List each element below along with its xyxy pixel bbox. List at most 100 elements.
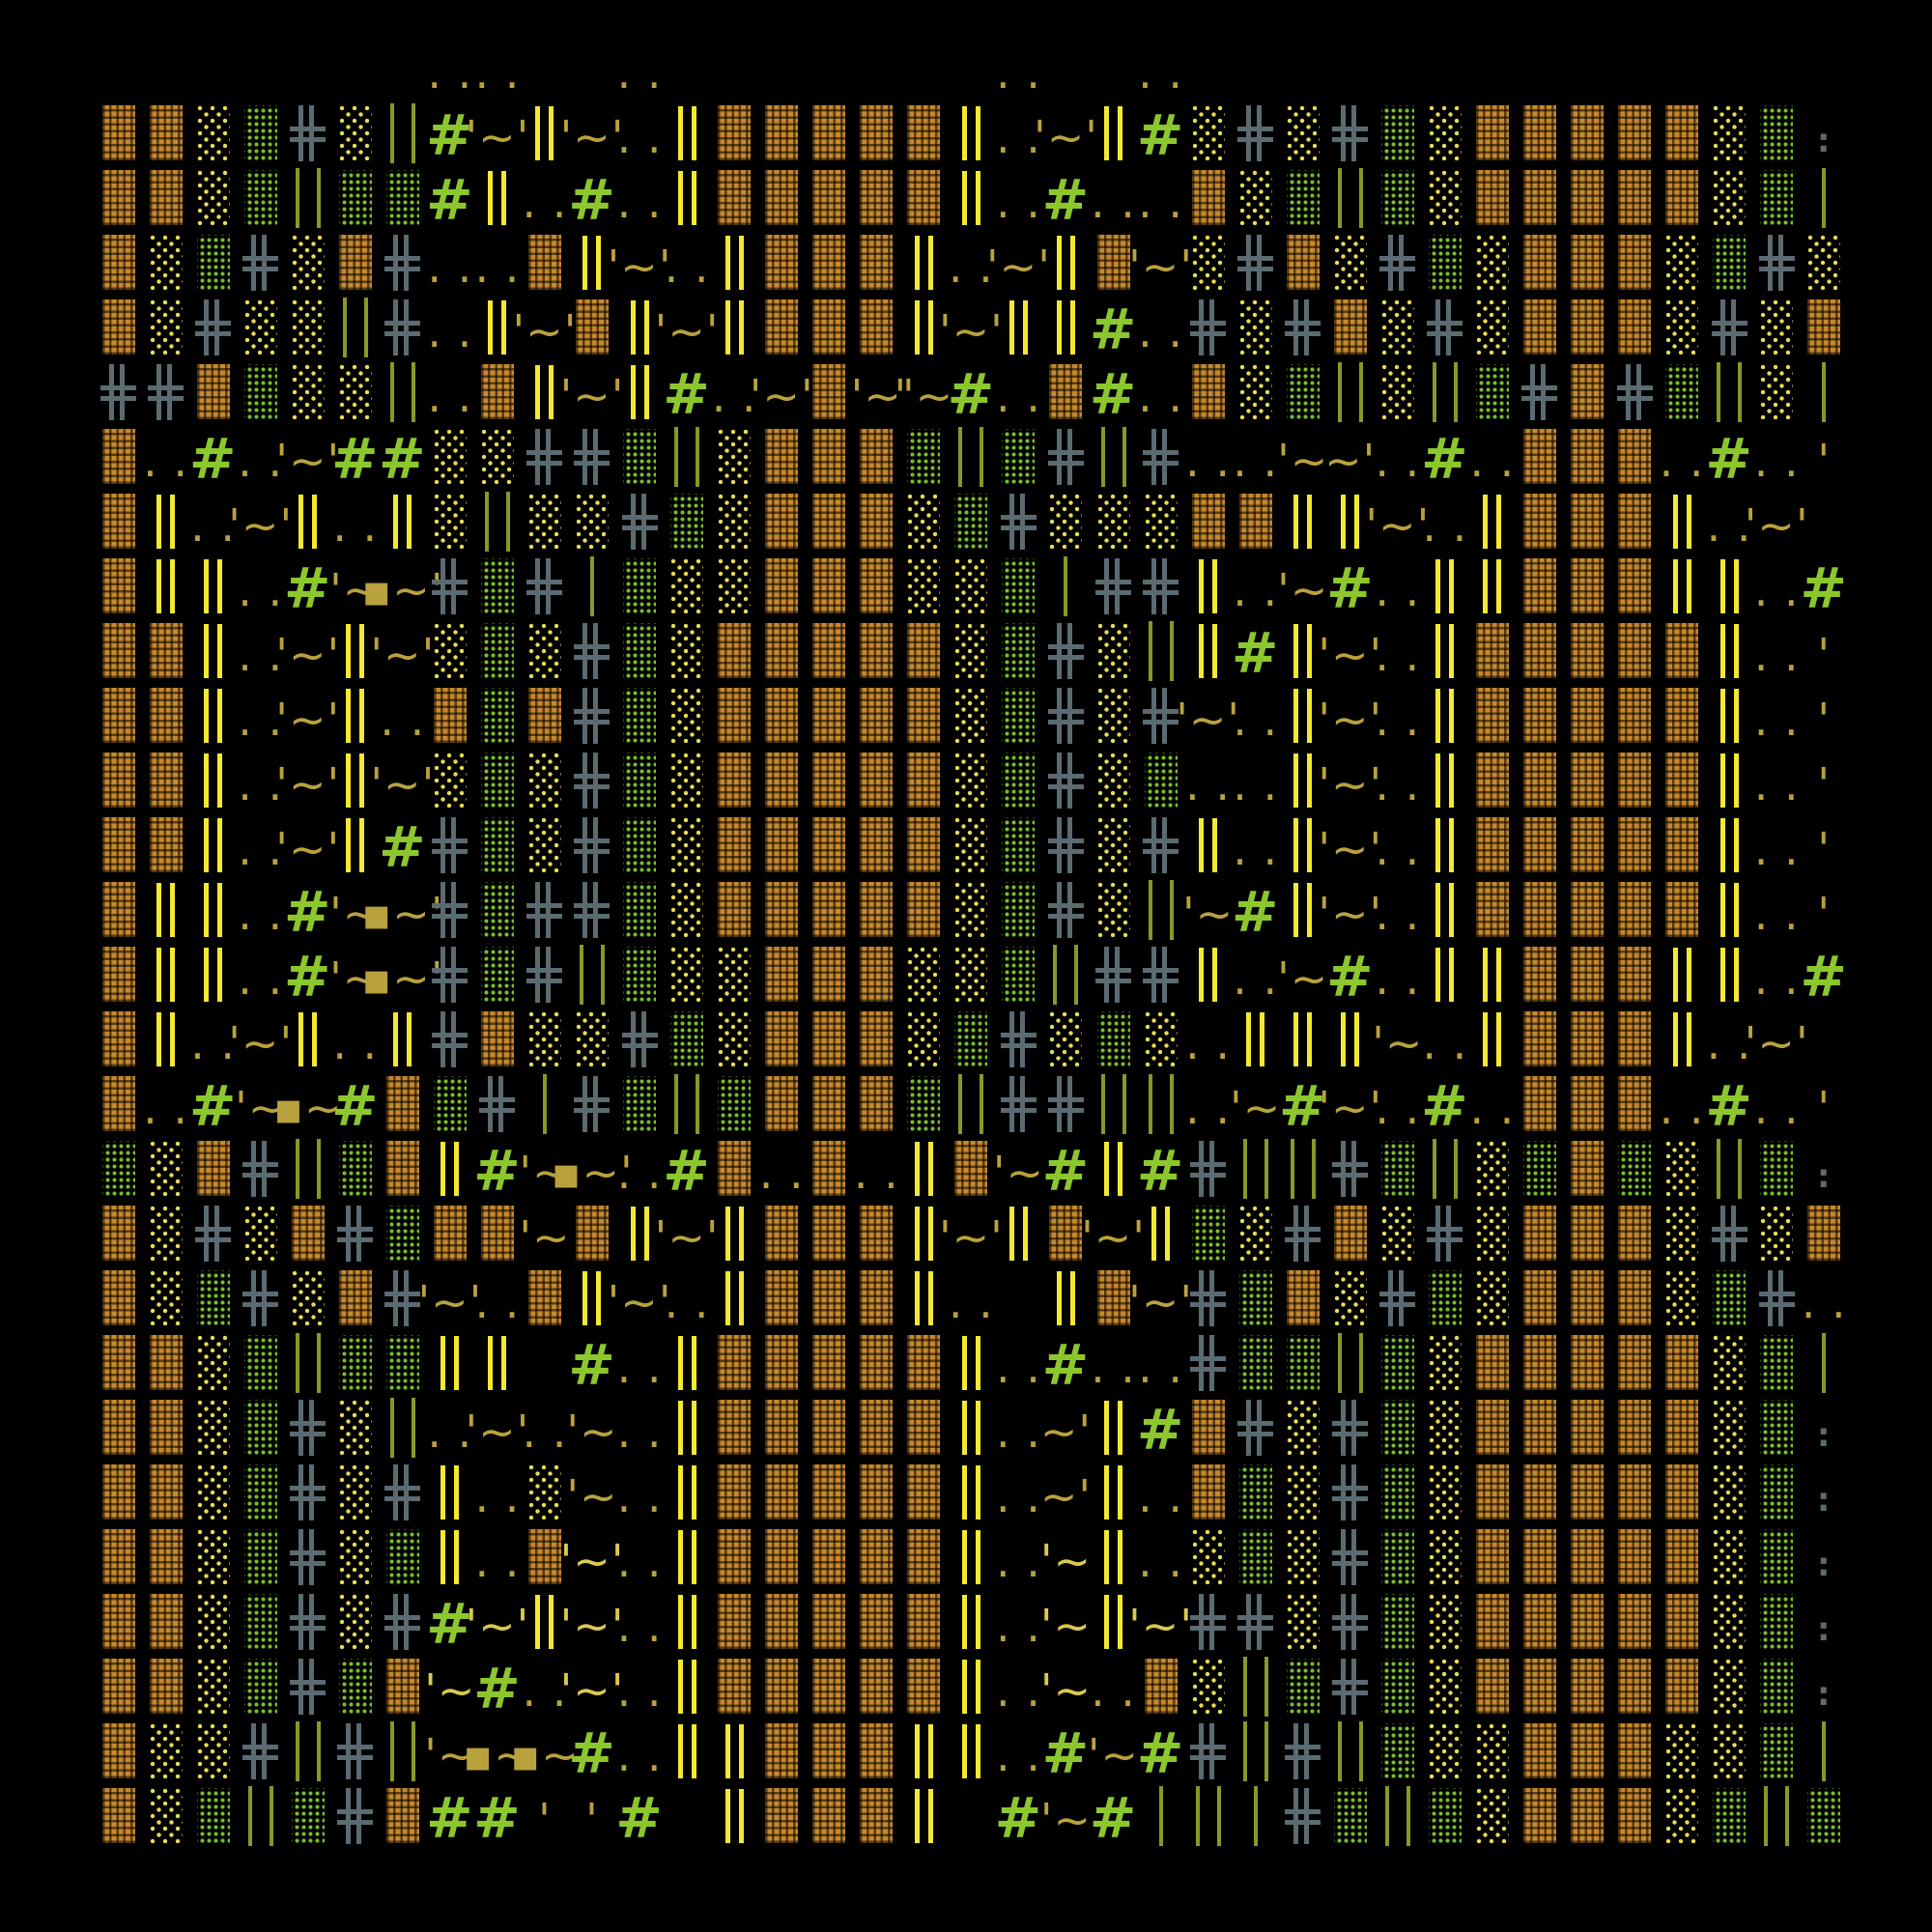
glyph-cell: ▪~ (463, 1719, 531, 1783)
glyph-cell: . . (995, 165, 1042, 230)
glyph-cell (806, 424, 853, 489)
glyph-cell (95, 1071, 142, 1136)
glyph-cell (664, 1460, 711, 1524)
glyph-cell (758, 1524, 806, 1589)
green-dotted-block-glyph (385, 170, 419, 225)
gray-cross-glyph (574, 623, 611, 679)
glyph-cell (900, 748, 948, 812)
orange-shaded-block-glyph (1475, 817, 1509, 872)
glyph-cell (1232, 295, 1279, 359)
glyph-cell (1232, 165, 1279, 230)
glyph-cell: . . (473, 82, 521, 100)
olive-double-bar-glyph (389, 362, 415, 422)
glyph-cell (1516, 1071, 1563, 1136)
glyph-cell (853, 165, 900, 230)
yellow-dotted-block-glyph (1286, 1529, 1320, 1584)
glyph-cell: . . (1137, 165, 1184, 230)
orange-shaded-block-glyph (718, 882, 752, 937)
text-glyph: . . (1185, 435, 1232, 487)
glyph-cell (95, 618, 142, 683)
glyph-cell (1516, 1265, 1563, 1330)
text-glyph: . . (1091, 1341, 1136, 1393)
glyph-cell: . . (1374, 618, 1421, 683)
glyph-cell (426, 424, 473, 489)
glyph-cell (1042, 1071, 1090, 1136)
glyph-cell (948, 942, 995, 1007)
yellow-dotted-block-glyph (1096, 688, 1130, 743)
hash-glyph: # (1278, 1073, 1327, 1139)
glyph-cell (1042, 748, 1090, 812)
orange-shaded-block-glyph (860, 1011, 894, 1066)
yellow-dotted-block-glyph (1428, 1723, 1462, 1778)
text-glyph: ▪~ (272, 1082, 343, 1134)
yellow-dotted-block-glyph (1665, 235, 1699, 290)
glyph-cell: . . (616, 1136, 664, 1201)
glyph-cell: . . (995, 1524, 1042, 1589)
green-dotted-block-glyph (907, 429, 941, 484)
glyph-row: # '~' '~'. .. . '~ '~': (95, 1589, 1849, 1654)
orange-shaded-block-glyph (812, 753, 846, 808)
glyph-cell (1374, 1783, 1421, 1848)
text-glyph: . . (238, 435, 284, 487)
glyph-cell (711, 1460, 758, 1524)
yellow-dotted-block-glyph (1713, 1400, 1747, 1455)
hash-glyph: # (1705, 426, 1753, 492)
green-dotted-block-glyph (338, 1141, 372, 1196)
yellow-dotted-block-glyph (1428, 1400, 1462, 1455)
orange-shaded-block-glyph (1522, 235, 1556, 290)
glyph-cell (711, 1719, 758, 1783)
glyph-cell (237, 100, 284, 165)
glyph-cell: ~' (1324, 424, 1375, 489)
yellow-dotted-block-glyph (433, 623, 467, 678)
glyph-row: . . # '~ ▪~ #. . '~ # '~'. . #. .. . #. . ' (95, 1071, 1849, 1136)
green-dotted-block-glyph (196, 1788, 230, 1843)
glyph-cell (758, 554, 806, 618)
glyph-cell (1611, 1783, 1659, 1848)
glyph-cell (284, 1589, 331, 1654)
olive-double-bar-glyph (1337, 1721, 1363, 1781)
orange-shaded-block-glyph (907, 753, 941, 808)
glyph-cell (1611, 1007, 1659, 1071)
orange-shaded-block-glyph (860, 817, 894, 872)
glyph-cell (758, 100, 806, 165)
text-glyph: '~' (1128, 241, 1193, 293)
glyph-cell (521, 618, 568, 683)
glyph-cell (1659, 1719, 1706, 1783)
glyph-cell (711, 1524, 758, 1589)
glyph-cell (426, 748, 473, 812)
orange-shaded-block-glyph (527, 235, 561, 290)
glyph-cell (568, 1007, 615, 1071)
orange-shaded-block-glyph (149, 105, 183, 160)
glyph-cell: . . (1753, 748, 1801, 812)
gray-cross-glyph (1095, 947, 1131, 1003)
glyph-cell: . . (1753, 424, 1801, 489)
glyph-cell (473, 942, 521, 1007)
glyph-cell (331, 359, 379, 424)
orange-shaded-block-glyph (907, 1335, 941, 1390)
glyph-cell (711, 295, 758, 359)
glyph-cell (1516, 1201, 1563, 1265)
glyph-cell (995, 1265, 1042, 1330)
glyph-cell (1184, 812, 1232, 877)
glyph-cell (1706, 812, 1753, 877)
olive-double-bar-glyph (1384, 1786, 1410, 1846)
green-dotted-block-glyph (623, 623, 657, 678)
glyph-cell: '~' (608, 1265, 671, 1330)
text-glyph: '~' (1318, 823, 1383, 875)
glyph-cell: . . (1232, 812, 1279, 877)
orange-shaded-block-glyph (1665, 882, 1699, 937)
text-glyph: '~' (228, 499, 294, 552)
glyph-cell (1137, 489, 1184, 554)
text-glyph: . . (1753, 629, 1800, 681)
yellow-dotted-block-glyph (1144, 1011, 1178, 1066)
text-glyph: '~' (465, 111, 530, 163)
orange-shaded-block-glyph (1570, 558, 1604, 613)
glyph-cell: . . (1374, 748, 1421, 812)
glyph-cell (711, 1783, 758, 1848)
yellow-double-bar-glyph (724, 1789, 744, 1843)
glyph-cell (1516, 100, 1563, 165)
glyph-cell: # (284, 554, 331, 618)
glyph-cell (331, 165, 379, 230)
yellow-double-bar-glyph (914, 236, 933, 290)
glyph-cell: # (473, 1136, 521, 1201)
